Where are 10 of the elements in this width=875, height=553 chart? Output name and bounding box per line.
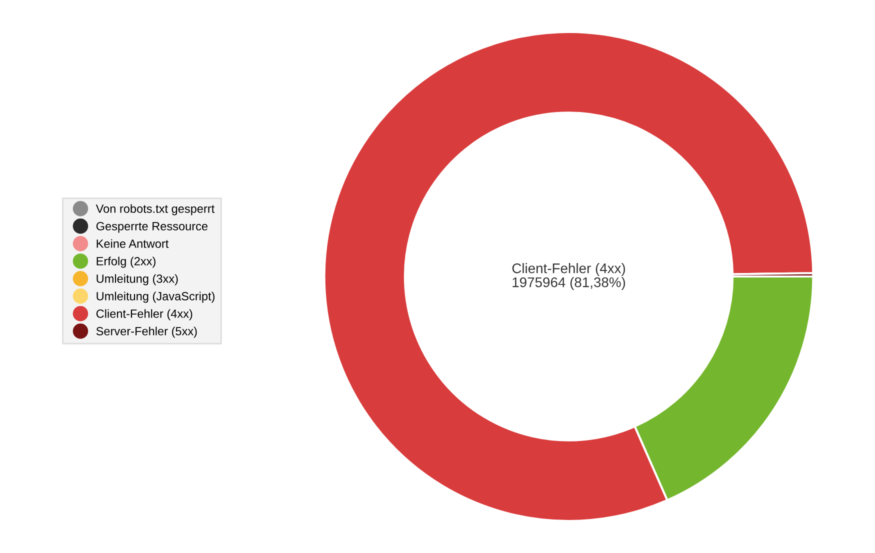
legend-label: Erfolg (2xx) [96,256,156,268]
text: Client-Fehler (4xx) 1975964 (81,38%) [512,263,626,290]
legend-label: Client-Fehler (4xx) [96,309,192,320]
legend-label: Server-Fehler (5xx) [96,326,197,338]
legend-label: Gesperrte Ressource [96,222,208,233]
donut-slice [323,30,814,522]
legend-label: Umleitung (3xx) [96,274,178,286]
legend-label: Von robots.txt gesperrt [96,204,215,216]
legend-label: Keine Antwort [96,239,169,248]
legend-label: Umleitung (JavaScript) [96,292,215,303]
